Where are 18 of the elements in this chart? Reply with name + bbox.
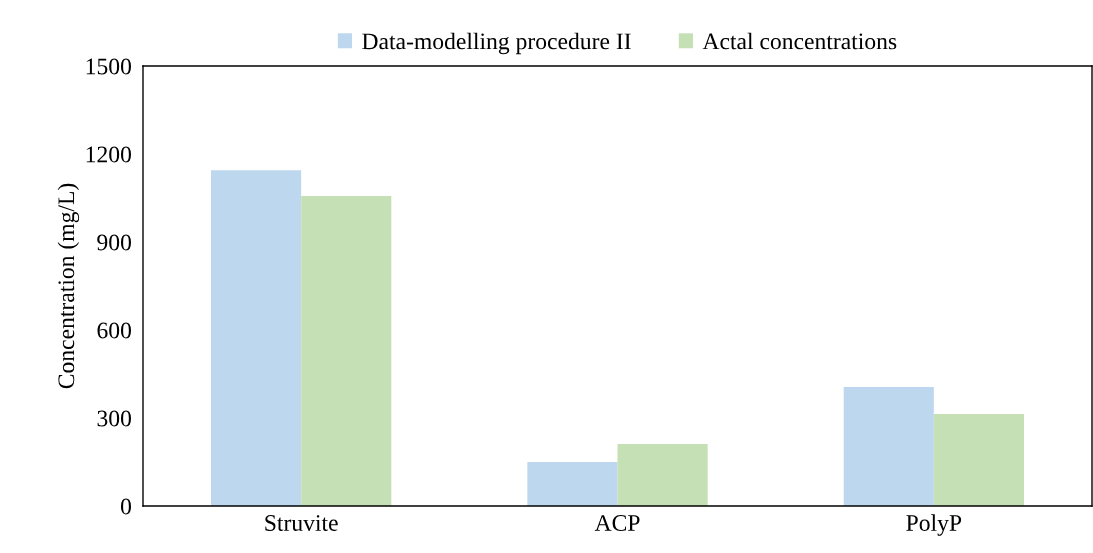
- bar: [527, 462, 618, 506]
- bar: [933, 413, 1024, 506]
- y-tick-label: 1500: [86, 58, 131, 75]
- y-tick-label: 1200: [86, 146, 131, 163]
- y-tick-label: 900: [97, 234, 131, 251]
- x-tick-label: Struvite: [265, 515, 338, 531]
- x-tick-label: ACP: [594, 515, 640, 531]
- legend-label: Data-modelling procedure II: [362, 32, 631, 55]
- bar: [617, 444, 708, 506]
- bar: [211, 170, 302, 506]
- y-tick-label: 600: [97, 322, 131, 339]
- x-tick-label: PolyP: [906, 514, 962, 536]
- bar: [301, 195, 392, 506]
- bar: [843, 386, 934, 506]
- y-tick-label: 300: [97, 410, 131, 427]
- y-axis-title: Concentration (mg/L): [57, 183, 80, 389]
- legend-label: Actal concentrations: [702, 32, 897, 50]
- y-tick-label: 0: [120, 498, 131, 515]
